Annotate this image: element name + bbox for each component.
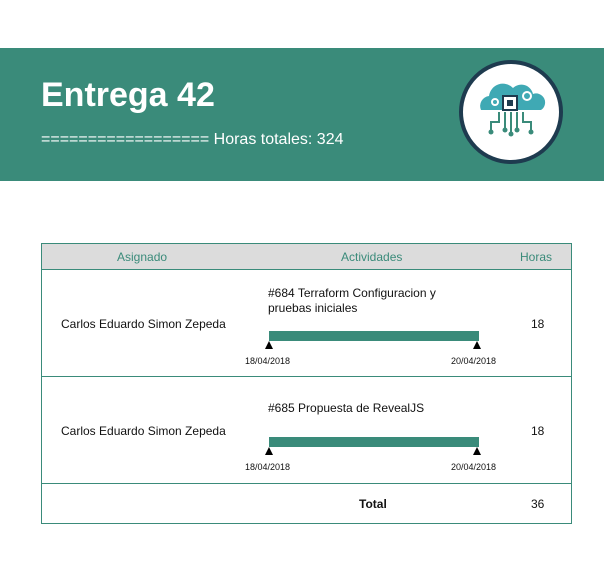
- end-date: 20/04/2018: [451, 356, 497, 366]
- column-header-hours: Horas: [520, 250, 553, 264]
- table-header: Asignado Actividades Horas: [42, 244, 571, 270]
- table-row: Carlos Eduardo Simon Zepeda #685 Propues…: [42, 377, 571, 484]
- row-hours: 18: [531, 317, 545, 331]
- end-marker-icon: [473, 341, 481, 349]
- assignee-name: Carlos Eduardo Simon Zepeda: [61, 317, 226, 331]
- start-marker-icon: [265, 447, 273, 455]
- gantt-bar: [269, 331, 479, 341]
- page-title: Entrega 42: [41, 76, 215, 114]
- row-hours: 18: [531, 424, 545, 438]
- start-date: 18/04/2018: [245, 462, 291, 472]
- activity-title: #684 Terraform Configuracion y pruebas i…: [268, 286, 436, 315]
- table-row: Carlos Eduardo Simon Zepeda #684 Terrafo…: [42, 270, 571, 377]
- assignee-name: Carlos Eduardo Simon Zepeda: [61, 424, 226, 438]
- activities-table: Asignado Actividades Horas Carlos Eduard…: [41, 243, 572, 524]
- total-value: 36: [531, 497, 545, 511]
- activity-title: #685 Propuesta de RevealJS: [268, 401, 425, 415]
- column-header-assigned: Asignado: [117, 250, 168, 264]
- start-marker-icon: [265, 341, 273, 349]
- end-marker-icon: [473, 447, 481, 455]
- total-row: Total 36: [42, 484, 571, 524]
- column-header-activities: Actividades: [341, 250, 403, 264]
- header-banner: Entrega 42 ================== Horas tota…: [0, 48, 604, 181]
- total-hours-summary: ================== Horas totales: 324: [41, 131, 344, 148]
- gantt-bar: [269, 437, 479, 447]
- end-date: 20/04/2018: [451, 462, 497, 472]
- cloud-chip-icon: [459, 60, 563, 164]
- total-label: Total: [359, 497, 387, 511]
- start-date: 18/04/2018: [245, 356, 291, 366]
